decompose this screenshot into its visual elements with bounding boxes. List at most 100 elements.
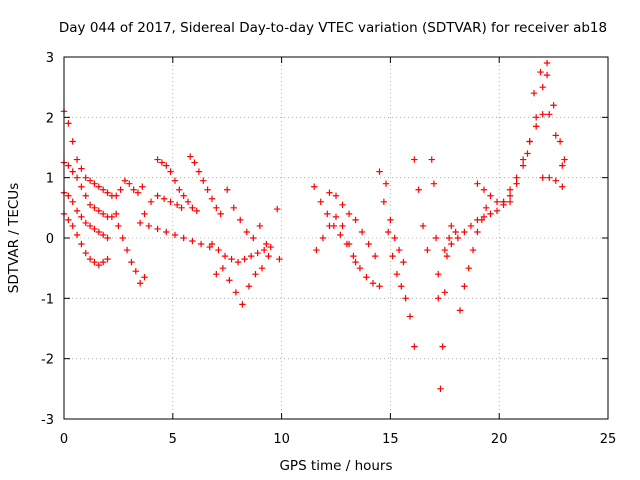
data-point: [411, 343, 418, 350]
data-point: [561, 156, 568, 163]
data-point: [400, 258, 407, 266]
data-point: [339, 201, 346, 209]
data-point: [82, 174, 89, 181]
data-point: [480, 186, 488, 193]
data-point: [487, 192, 494, 199]
data-point: [424, 246, 431, 254]
series-track-8: [154, 156, 200, 215]
data-point: [237, 216, 244, 224]
data-point: [176, 186, 183, 193]
data-point: [86, 255, 94, 263]
data-point: [415, 186, 422, 193]
series-track-19: [382, 180, 407, 266]
data-point: [173, 201, 181, 209]
data-point: [171, 177, 179, 184]
data-point: [445, 234, 453, 242]
data-point: [197, 240, 205, 248]
data-point: [91, 258, 98, 266]
data-point: [326, 222, 333, 230]
data-point: [311, 183, 318, 190]
data-point: [226, 277, 233, 284]
data-point: [91, 225, 98, 233]
data-point: [274, 205, 281, 213]
data-point: [371, 252, 379, 260]
data-point: [324, 210, 331, 218]
data-point: [395, 246, 403, 254]
grid: [64, 57, 608, 419]
data-point: [204, 186, 211, 193]
data-point: [385, 228, 392, 236]
x-tick-label: 20: [491, 432, 508, 447]
series-track-26: [539, 174, 566, 190]
data-point: [530, 90, 538, 97]
series-track-24: [500, 111, 566, 205]
data-point: [145, 222, 153, 230]
data-point: [467, 222, 475, 230]
data-point: [256, 222, 264, 230]
data-point: [121, 177, 129, 184]
data-point: [91, 204, 98, 212]
y-tick-label: 3: [46, 51, 54, 66]
data-point: [439, 343, 446, 350]
data-point: [215, 246, 222, 254]
data-point: [461, 228, 468, 236]
data-point: [193, 207, 200, 215]
data-point: [160, 195, 168, 202]
y-tick-label: 1: [46, 172, 54, 187]
data-point: [69, 222, 76, 230]
data-point: [141, 210, 148, 218]
data-point: [254, 249, 261, 257]
series-track-6: [115, 222, 148, 287]
data-point: [73, 231, 81, 239]
data-point: [141, 274, 148, 281]
data-point: [154, 156, 161, 163]
data-point: [228, 255, 235, 263]
data-point: [154, 192, 161, 199]
y-tick-label: 2: [46, 111, 54, 126]
series-track-1: [60, 108, 120, 199]
data-point: [526, 138, 533, 145]
data-point: [163, 228, 170, 236]
data-point: [180, 234, 187, 242]
data-point: [441, 289, 448, 296]
data-point: [69, 138, 76, 145]
data-point: [189, 237, 196, 245]
data-point: [402, 295, 409, 302]
data-point: [158, 159, 166, 166]
data-point: [208, 195, 216, 202]
y-tick-label: -1: [41, 292, 54, 307]
data-point: [398, 283, 405, 290]
data-point: [319, 234, 327, 242]
data-point: [493, 198, 501, 205]
data-point: [539, 111, 546, 118]
data-point: [465, 264, 472, 272]
data-point: [513, 174, 520, 181]
data-point: [519, 162, 527, 169]
data-point: [167, 198, 174, 205]
plot-frame: [63, 56, 609, 420]
data-point: [95, 228, 103, 236]
series-track-27: [411, 156, 431, 254]
data-point: [224, 186, 231, 193]
series-track-2: [60, 159, 120, 221]
data-point: [326, 189, 333, 196]
data-point: [552, 132, 559, 139]
data-point: [136, 280, 144, 287]
data-point: [382, 180, 390, 187]
data-point: [95, 261, 103, 269]
data-point: [104, 255, 111, 263]
data-point: [519, 156, 527, 163]
series-track-18: [376, 168, 418, 350]
data-point: [117, 186, 124, 193]
data-point: [448, 240, 455, 248]
x-tick-label: 10: [273, 432, 290, 447]
data-point: [234, 258, 242, 266]
data-point: [469, 246, 477, 254]
series-track-20: [428, 156, 459, 393]
data-point: [537, 68, 544, 76]
series-track-10: [187, 153, 224, 218]
data-point: [461, 283, 468, 290]
data-point: [245, 283, 253, 290]
data-point: [113, 192, 120, 199]
data-point: [474, 228, 481, 236]
